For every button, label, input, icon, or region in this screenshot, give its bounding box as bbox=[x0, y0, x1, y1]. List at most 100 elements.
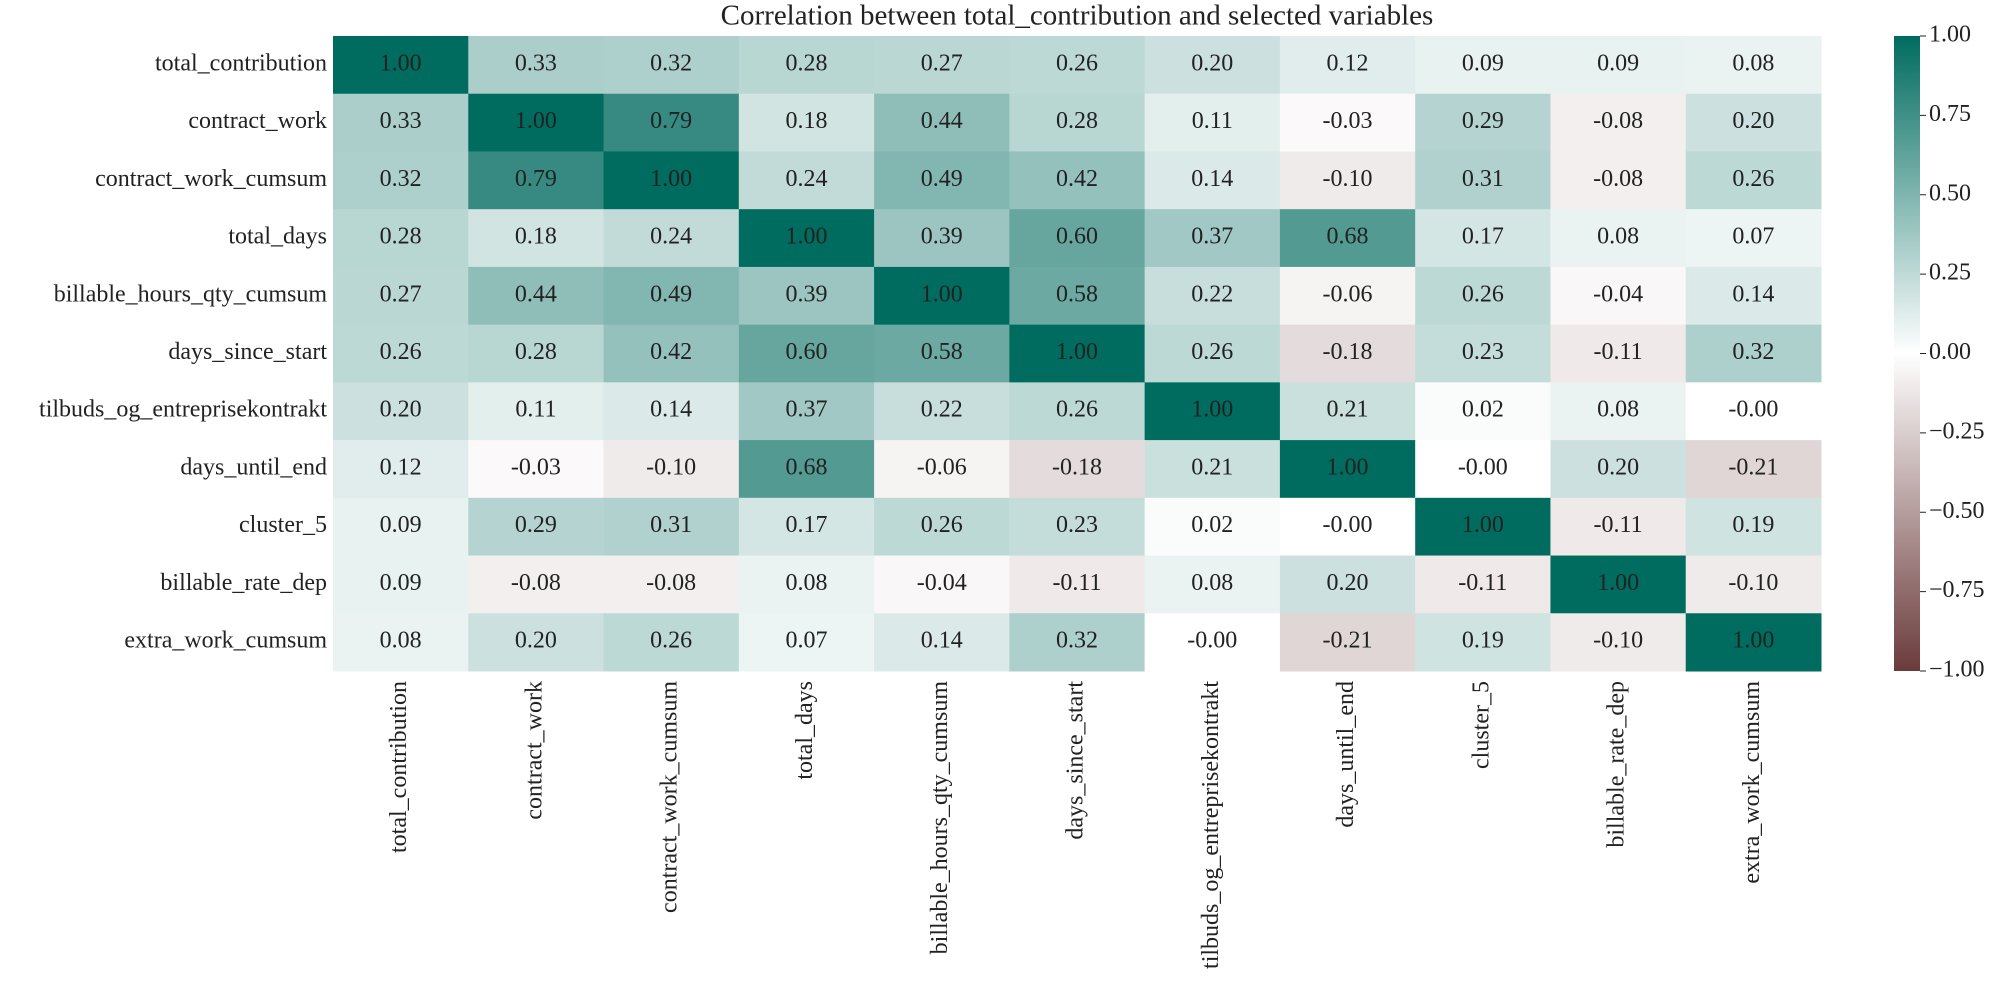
cell-label: -0.11 bbox=[1594, 512, 1643, 538]
cell-label: 0.14 bbox=[1191, 166, 1233, 192]
cell-label: -0.10 bbox=[1728, 570, 1778, 596]
cell-label: 0.44 bbox=[921, 108, 963, 134]
heatmap-cell bbox=[1550, 36, 1687, 95]
heatmap-cell bbox=[333, 151, 469, 210]
colorbar-tick-label: 0.50 bbox=[1929, 180, 1971, 206]
cell-label: 0.23 bbox=[1462, 339, 1504, 365]
heatmap-cell bbox=[333, 36, 469, 95]
x-tick-label: billable_hours_qty_cumsum bbox=[927, 681, 953, 955]
heatmap-cell bbox=[1550, 382, 1687, 441]
cell-label: 0.20 bbox=[1732, 108, 1774, 134]
heatmap-cell bbox=[1009, 324, 1146, 383]
cell-label: 0.20 bbox=[1327, 570, 1369, 596]
cell-label: 0.14 bbox=[1732, 281, 1774, 307]
colorbar-tick-label: −0.25 bbox=[1929, 418, 1985, 444]
cell-label: -0.03 bbox=[1323, 108, 1373, 134]
cell-label: 0.44 bbox=[515, 281, 557, 307]
heatmap-cell bbox=[1685, 324, 1822, 383]
x-tick-label: contract_work bbox=[521, 681, 547, 820]
cell-label: 1.00 bbox=[1191, 397, 1233, 423]
heatmap-cell bbox=[333, 613, 469, 672]
cell-label: 0.12 bbox=[1327, 50, 1369, 76]
cell-label: 0.39 bbox=[785, 281, 827, 307]
cell-label: 0.27 bbox=[380, 281, 422, 307]
heatmap-cell bbox=[1685, 151, 1822, 210]
cell-label: 1.00 bbox=[1056, 339, 1098, 365]
cell-label: -0.08 bbox=[646, 570, 696, 596]
cell-label: 0.60 bbox=[785, 339, 827, 365]
heatmap-cell bbox=[1279, 93, 1416, 152]
heatmap-cell bbox=[333, 497, 469, 557]
y-tick-label: tilbuds_og_entreprisekontrakt bbox=[39, 397, 327, 423]
heatmap-cell bbox=[603, 555, 740, 614]
y-tick-label: contract_work bbox=[188, 108, 327, 134]
cell-label: 0.08 bbox=[1597, 397, 1639, 423]
heatmap-cell bbox=[1009, 209, 1146, 268]
cell-label: 0.29 bbox=[1462, 108, 1504, 134]
heatmap-cell bbox=[333, 93, 469, 152]
heatmap-cell bbox=[603, 440, 740, 499]
cell-label: 0.12 bbox=[380, 454, 422, 480]
cell-label: 0.09 bbox=[1597, 50, 1639, 76]
cell-label: 0.20 bbox=[1191, 50, 1233, 76]
heatmap-cell bbox=[874, 382, 1010, 441]
heatmap-cell bbox=[333, 555, 469, 614]
heatmap-cell bbox=[1415, 36, 1551, 95]
cell-label: 0.49 bbox=[921, 166, 963, 192]
heatmap-cell bbox=[738, 382, 875, 441]
y-tick-label: billable_hours_qty_cumsum bbox=[54, 281, 328, 307]
heatmap-cell bbox=[1009, 555, 1146, 614]
heatmap-cell bbox=[1009, 36, 1146, 95]
cell-label: 1.00 bbox=[1597, 570, 1639, 596]
heatmap-cell bbox=[1550, 497, 1687, 557]
cell-label: -0.06 bbox=[1323, 281, 1373, 307]
cell-label: 0.26 bbox=[1056, 397, 1098, 423]
heatmap-cell bbox=[1415, 324, 1551, 383]
heatmap-cell bbox=[738, 266, 875, 326]
cell-label: 0.14 bbox=[921, 628, 963, 654]
cell-label: 0.19 bbox=[1462, 628, 1504, 654]
heatmap-cell bbox=[874, 36, 1010, 95]
heatmap-cell bbox=[738, 151, 875, 210]
cell-label: 0.24 bbox=[785, 166, 827, 192]
heatmap-cell bbox=[1144, 324, 1281, 383]
heatmap-cell bbox=[1144, 613, 1281, 672]
heatmap-cell bbox=[1009, 613, 1146, 672]
cell-label: 0.32 bbox=[1732, 339, 1774, 365]
y-tick-label: days_since_start bbox=[168, 339, 327, 365]
cell-label: 1.00 bbox=[380, 50, 422, 76]
heatmap-cell bbox=[1685, 93, 1822, 152]
heatmap-cell bbox=[1685, 497, 1822, 557]
cell-label: 1.00 bbox=[921, 281, 963, 307]
y-tick-label: total_contribution bbox=[155, 50, 327, 76]
heatmap-cell bbox=[603, 613, 740, 672]
heatmap-cell bbox=[1279, 324, 1416, 383]
y-tick-label: billable_rate_dep bbox=[160, 570, 327, 596]
cell-label: 0.28 bbox=[515, 339, 557, 365]
heatmap-cell bbox=[1685, 613, 1822, 672]
heatmap-cell bbox=[1550, 151, 1687, 210]
colorbar bbox=[1894, 36, 1920, 671]
cell-label: 0.14 bbox=[650, 397, 692, 423]
cell-label: 0.31 bbox=[1462, 166, 1504, 192]
heatmap-cell bbox=[468, 613, 605, 672]
heatmap-cell bbox=[1279, 382, 1416, 441]
heatmap-cell bbox=[1415, 93, 1551, 152]
heatmap-cell bbox=[738, 555, 875, 614]
cell-label: 0.22 bbox=[921, 397, 963, 423]
heatmap-cell bbox=[1009, 93, 1146, 152]
heatmap-cell bbox=[1279, 555, 1416, 614]
heatmap-cell bbox=[333, 209, 469, 268]
heatmap-cell bbox=[1550, 209, 1687, 268]
cell-label: 0.19 bbox=[1732, 512, 1774, 538]
heatmap-cell bbox=[468, 440, 605, 499]
cell-label: 1.00 bbox=[1462, 512, 1504, 538]
cell-label: 0.26 bbox=[1462, 281, 1504, 307]
cell-label: 0.22 bbox=[1191, 281, 1233, 307]
cell-label: -0.08 bbox=[1593, 108, 1643, 134]
heatmap-cell bbox=[1144, 266, 1281, 326]
cell-label: 0.32 bbox=[650, 50, 692, 76]
cell-label: -0.08 bbox=[1593, 166, 1643, 192]
heatmap-cell bbox=[468, 382, 605, 441]
cell-label: 0.17 bbox=[785, 512, 827, 538]
